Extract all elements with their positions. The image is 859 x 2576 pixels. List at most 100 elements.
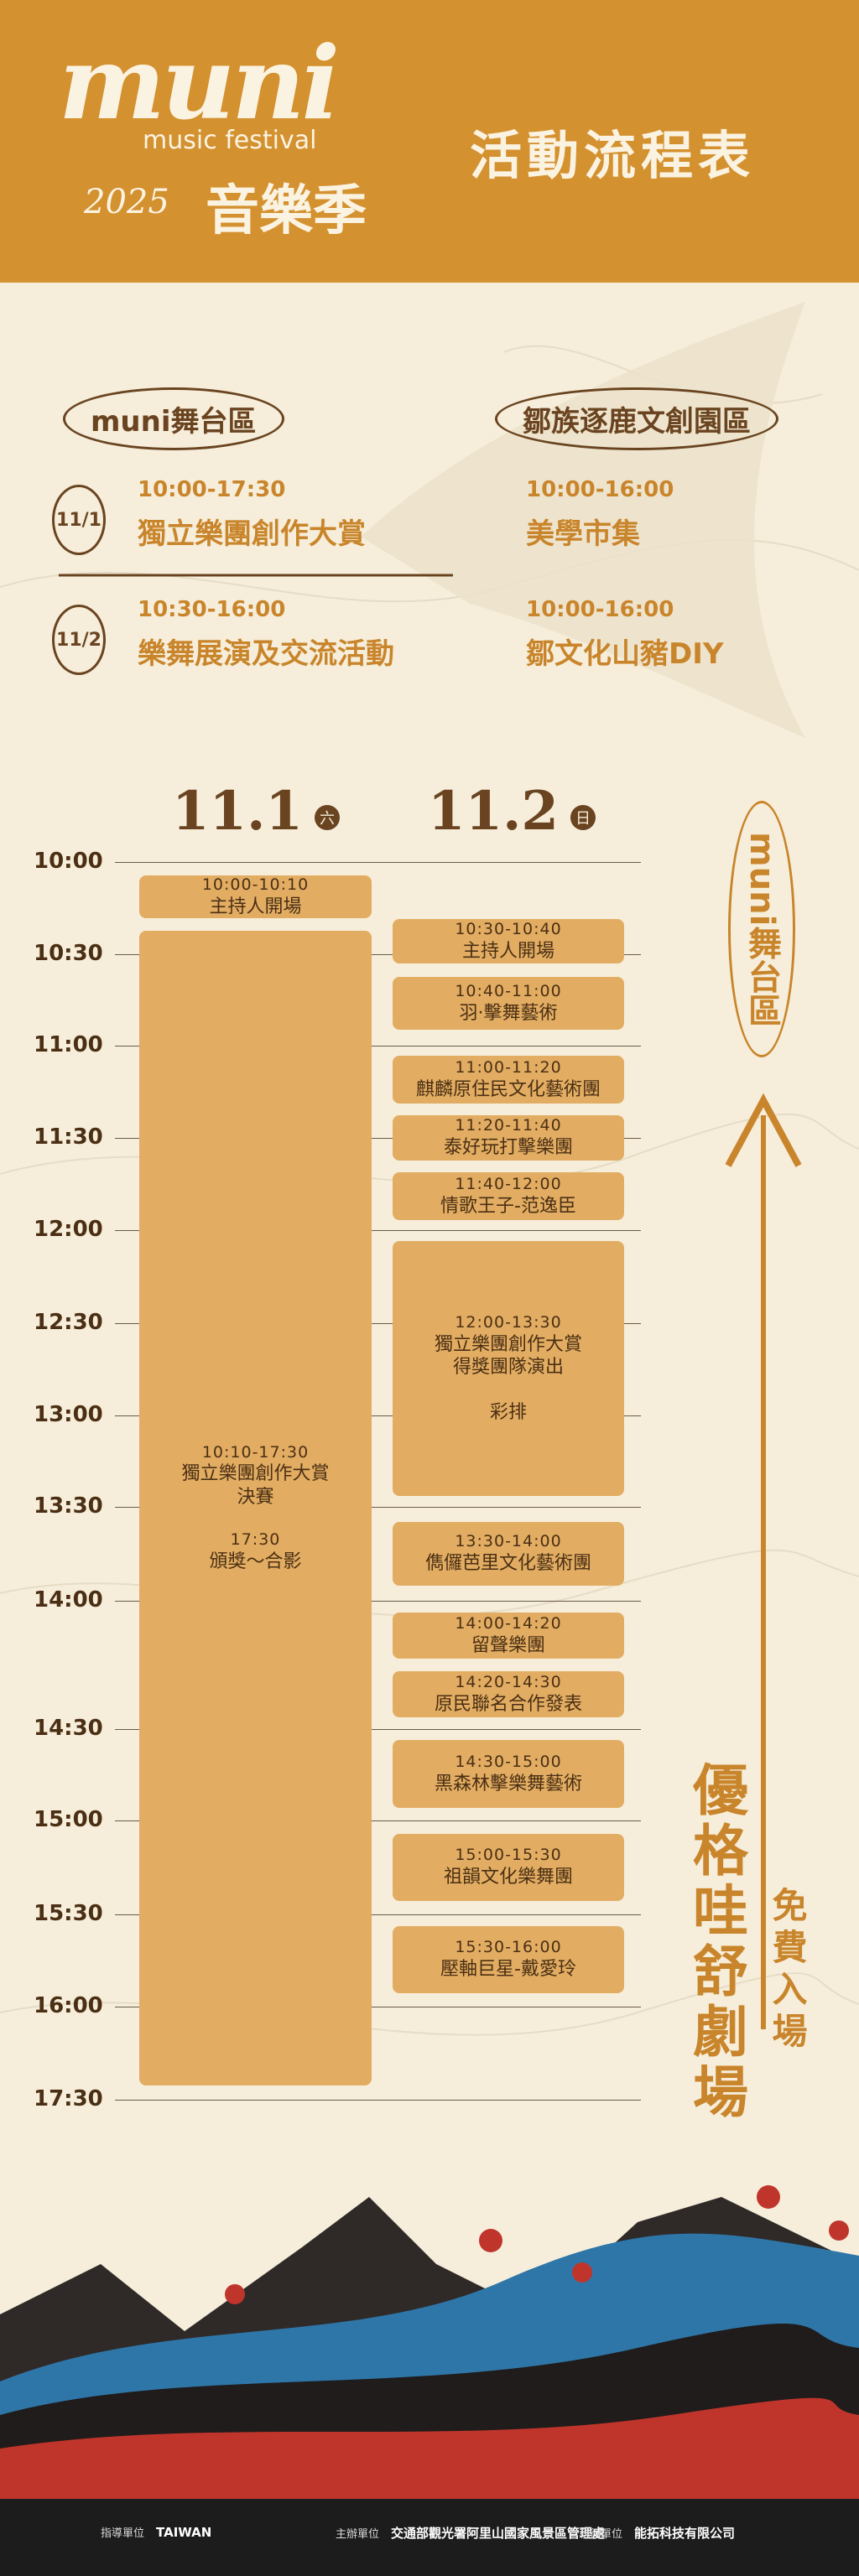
date-badge: 11/1 bbox=[52, 485, 106, 555]
stage-time: 10:30-16:00 bbox=[138, 597, 286, 622]
time-line bbox=[115, 1914, 641, 1915]
time-line bbox=[115, 862, 641, 863]
event-block: 15:00-15:30 祖韻文化樂舞團 bbox=[393, 1834, 624, 1901]
event-time: 10:10-17:30 bbox=[201, 1442, 310, 1462]
event-title: 獨立樂團創作大賞 bbox=[434, 1333, 582, 1355]
note-time: 17:30 bbox=[230, 1530, 281, 1550]
footer-item: 執行單位 能拓科技有限公司 bbox=[579, 2524, 735, 2542]
event-note: 彩排 bbox=[489, 1401, 527, 1423]
day-date: 11.1 bbox=[172, 780, 303, 843]
logo-subtitle: music festival bbox=[143, 126, 317, 155]
event-time: 13:30-14:00 bbox=[455, 1532, 562, 1551]
event-block: 10:10-17:30 獨立樂團創作大賞 決賽 17:30 頒獎～合影 bbox=[139, 931, 372, 2085]
time-label: 13:00 bbox=[34, 1402, 103, 1427]
event-title: 主持人開場 bbox=[209, 896, 302, 917]
side-venue: 優格哇舒劇場 bbox=[684, 1761, 748, 2123]
event-title: 黑森林擊樂舞藝術 bbox=[434, 1773, 582, 1794]
event-note: 頒獎～合影 bbox=[209, 1551, 302, 1572]
event-title: 麒麟原住民文化藝術團 bbox=[415, 1078, 601, 1100]
time-label: 10:30 bbox=[34, 941, 103, 966]
event-block: 10:30-10:40 主持人開場 bbox=[393, 919, 624, 963]
event-title: 壓軸巨星-戴愛玲 bbox=[440, 1959, 576, 1981]
event-block: 11:40-12:00 情歌王子-范逸臣 bbox=[393, 1172, 624, 1220]
time-line bbox=[115, 954, 641, 955]
stage-event: 樂舞展演及交流活動 bbox=[138, 637, 394, 671]
day-weekday: 日 bbox=[570, 805, 596, 830]
time-label: 12:30 bbox=[34, 1310, 103, 1335]
footer-org: 能拓科技有限公司 bbox=[634, 2526, 736, 2541]
event-title: 原民聯名合作發表 bbox=[434, 1693, 582, 1715]
footer bbox=[0, 2499, 859, 2576]
event-title: 儁儸芭里文化藝術團 bbox=[424, 1553, 591, 1575]
event-time: 11:00-11:20 bbox=[455, 1057, 562, 1077]
event-time: 11:20-11:40 bbox=[455, 1116, 562, 1135]
event-title: 情歌王子-范逸臣 bbox=[440, 1195, 576, 1217]
event-title: 決賽 bbox=[237, 1486, 274, 1508]
time-line bbox=[115, 2100, 641, 2101]
time-label: 11:00 bbox=[34, 1032, 103, 1057]
event-block: 11:20-11:40 泰好玩打擊樂團 bbox=[393, 1115, 624, 1161]
event-block: 10:40-11:00 羽·擊舞藝術 bbox=[393, 977, 624, 1030]
stage-event: 獨立樂團創作大賞 bbox=[138, 517, 366, 551]
time-label: 16:00 bbox=[34, 1993, 103, 2018]
event-title: 留聲樂團 bbox=[471, 1634, 545, 1656]
time-label: 14:30 bbox=[34, 1716, 103, 1741]
venue-stage: muni舞台區 bbox=[63, 387, 284, 450]
time-line bbox=[115, 1820, 641, 1821]
footer-item: 主辦單位 交通部觀光署阿里山國家風景區管理處 bbox=[336, 2524, 605, 2542]
time-line bbox=[115, 1415, 641, 1416]
venue-park: 鄒族逐鹿文創園區 bbox=[495, 387, 778, 450]
time-label: 12:00 bbox=[34, 1217, 103, 1242]
year: 2025 bbox=[84, 183, 169, 221]
event-time: 10:00-10:10 bbox=[201, 875, 310, 894]
event-time: 15:00-15:30 bbox=[455, 1846, 562, 1865]
footer-label: 執行單位 bbox=[579, 2528, 623, 2541]
event-block: 14:20-14:30 原民聯名合作發表 bbox=[393, 1671, 624, 1717]
park-time: 10:00-16:00 bbox=[526, 477, 674, 502]
time-label: 17:30 bbox=[34, 2086, 103, 2111]
park-event: 鄒文化山豬DIY bbox=[526, 637, 724, 671]
footer-label: 主辦單位 bbox=[336, 2528, 380, 2541]
side-admission: 免費入場 bbox=[767, 1887, 808, 2054]
footer-label: 指導單位 bbox=[101, 2527, 145, 2540]
event-time: 11:40-12:00 bbox=[455, 1174, 562, 1193]
time-line bbox=[115, 1729, 641, 1730]
footer-item: 指導單位 TAIWAN bbox=[101, 2524, 212, 2541]
festival-name: 音樂季 bbox=[206, 180, 367, 242]
time-line bbox=[115, 1323, 641, 1324]
event-time: 14:20-14:30 bbox=[455, 1672, 562, 1691]
event-title: 主持人開場 bbox=[461, 940, 554, 962]
event-time: 10:40-11:00 bbox=[455, 981, 562, 1000]
event-block: 13:30-14:00 儁儸芭里文化藝術團 bbox=[393, 1522, 624, 1586]
event-time: 14:00-14:20 bbox=[455, 1613, 562, 1633]
event-block: 12:00-13:30 獨立樂團創作大賞 得獎團隊演出 彩排 bbox=[393, 1241, 624, 1496]
time-label: 10:00 bbox=[34, 849, 103, 874]
time-label: 15:00 bbox=[34, 1807, 103, 1832]
event-block: 10:00-10:10 主持人開場 bbox=[139, 875, 372, 918]
footer-org: TAIWAN bbox=[156, 2524, 212, 2540]
day-date: 11.2 bbox=[428, 780, 559, 843]
time-line bbox=[115, 1601, 641, 1602]
time-line bbox=[115, 1230, 641, 1231]
time-label: 15:30 bbox=[34, 1901, 103, 1926]
event-title: 獨立樂團創作大賞 bbox=[181, 1463, 330, 1485]
event-title: 祖韻文化樂舞團 bbox=[443, 1867, 573, 1888]
event-block: 14:00-14:20 留聲樂團 bbox=[393, 1613, 624, 1659]
header-band bbox=[0, 0, 859, 283]
page-title: 活動流程表 bbox=[470, 125, 756, 186]
event-time: 15:30-16:00 bbox=[455, 1938, 562, 1957]
footer-org: 交通部觀光署阿里山國家風景區管理處 bbox=[391, 2526, 606, 2541]
event-title: 得獎團隊演出 bbox=[452, 1357, 564, 1379]
logo: muni bbox=[59, 24, 340, 143]
time-line bbox=[115, 1507, 641, 1508]
time-line bbox=[115, 1138, 641, 1139]
event-time: 10:30-10:40 bbox=[455, 919, 562, 938]
time-label: 13:30 bbox=[34, 1493, 103, 1519]
park-event: 美學市集 bbox=[526, 517, 640, 551]
side-stage: muni舞台區 bbox=[728, 801, 795, 1057]
event-time: 14:30-15:00 bbox=[455, 1752, 562, 1771]
stage-time: 10:00-17:30 bbox=[138, 477, 286, 502]
event-title: 泰好玩打擊樂團 bbox=[443, 1137, 573, 1159]
event-block: 15:30-16:00 壓軸巨星-戴愛玲 bbox=[393, 1926, 624, 1993]
